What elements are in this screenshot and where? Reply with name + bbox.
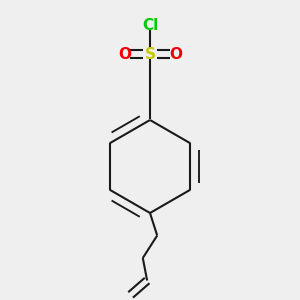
Text: O: O: [169, 46, 182, 62]
Text: O: O: [118, 46, 131, 62]
Text: Cl: Cl: [142, 18, 158, 33]
Text: S: S: [145, 46, 155, 62]
